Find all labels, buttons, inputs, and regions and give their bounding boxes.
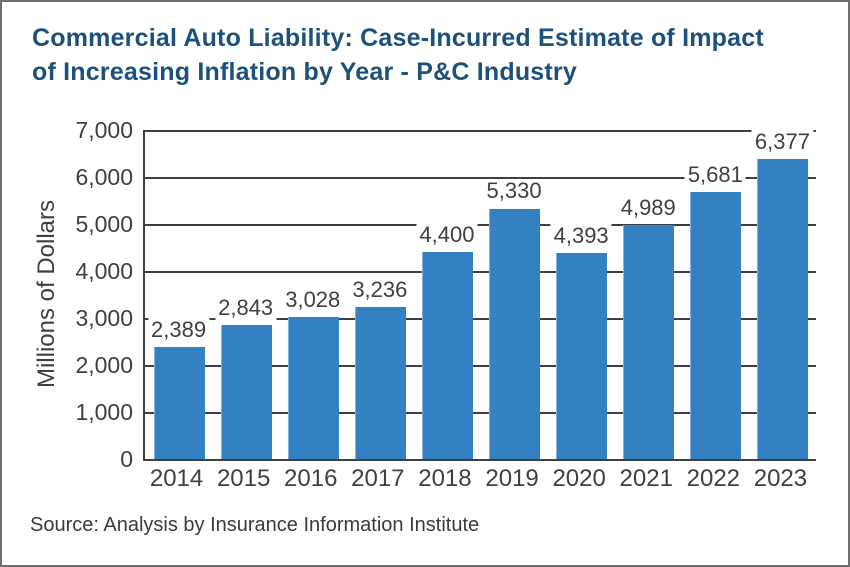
y-tick-label: 3,000	[75, 305, 133, 331]
x-tick-label-2020: 2020	[552, 465, 606, 492]
y-tick-label: 6,000	[75, 164, 133, 190]
bar-value-label: 5,681	[684, 162, 746, 187]
x-tick-label-2014: 2014	[149, 465, 204, 492]
bar-2018	[421, 252, 473, 459]
plot-area: 2,389 2,843 3,028 3,236 4,400 5,330 4,393 4,989…	[143, 130, 816, 461]
chart-title: Commercial Auto Liability: Case-Incurred…	[32, 21, 812, 89]
bar-2019	[489, 208, 541, 459]
gridline	[145, 365, 816, 367]
y-tick-label: 4,000	[75, 258, 133, 284]
bar-value-label: 2,843	[215, 296, 277, 321]
x-tick-label-2022: 2022	[686, 465, 741, 492]
gridline	[145, 318, 816, 320]
x-tick-label-2021: 2021	[619, 465, 673, 492]
y-tick-label: 5,000	[75, 211, 133, 237]
bar-2021	[623, 224, 675, 459]
chart-title-line2: of Increasing Inflation by Year - P&C In…	[32, 58, 577, 86]
bar-value-label: 4,393	[550, 223, 612, 248]
bar-2023	[757, 159, 809, 459]
y-tick-label: 0	[120, 446, 133, 472]
bar-2020	[556, 252, 608, 459]
gridline	[145, 224, 816, 226]
chart-title-line1: Commercial Auto Liability: Case-Incurred…	[32, 24, 764, 52]
y-tick-label: 1,000	[75, 399, 133, 425]
x-tick-label-2023: 2023	[753, 465, 808, 492]
bar-value-label: 3,236	[349, 277, 411, 302]
x-tick-label-2017: 2017	[351, 465, 405, 492]
bar-value-label: 4,400	[416, 223, 478, 248]
bar-value-label: 6,377	[751, 130, 813, 155]
bar-2015	[220, 325, 272, 459]
gridline	[145, 177, 816, 179]
bar-value-label: 4,989	[617, 195, 679, 220]
y-tick-label: 7,000	[75, 117, 133, 143]
x-tick-label-2015: 2015	[216, 465, 271, 492]
gridline	[145, 412, 816, 414]
x-tick-label-2016: 2016	[284, 465, 338, 492]
bar-2022	[690, 192, 742, 459]
source-note: Source: Analysis by Insurance Informatio…	[30, 514, 480, 536]
x-tick-label-2018: 2018	[418, 465, 472, 492]
bar-value-label: 3,028	[282, 287, 344, 312]
gridline	[145, 130, 816, 132]
bar-2014	[153, 346, 205, 459]
bar-2016	[287, 316, 339, 459]
bar-value-label: 2,389	[148, 317, 210, 342]
x-tick-label-2019: 2019	[485, 465, 539, 492]
bar-value-label: 5,330	[483, 179, 545, 204]
y-tick-label: 2,000	[75, 352, 133, 378]
gridline	[145, 271, 816, 273]
bar-2017	[354, 306, 406, 459]
